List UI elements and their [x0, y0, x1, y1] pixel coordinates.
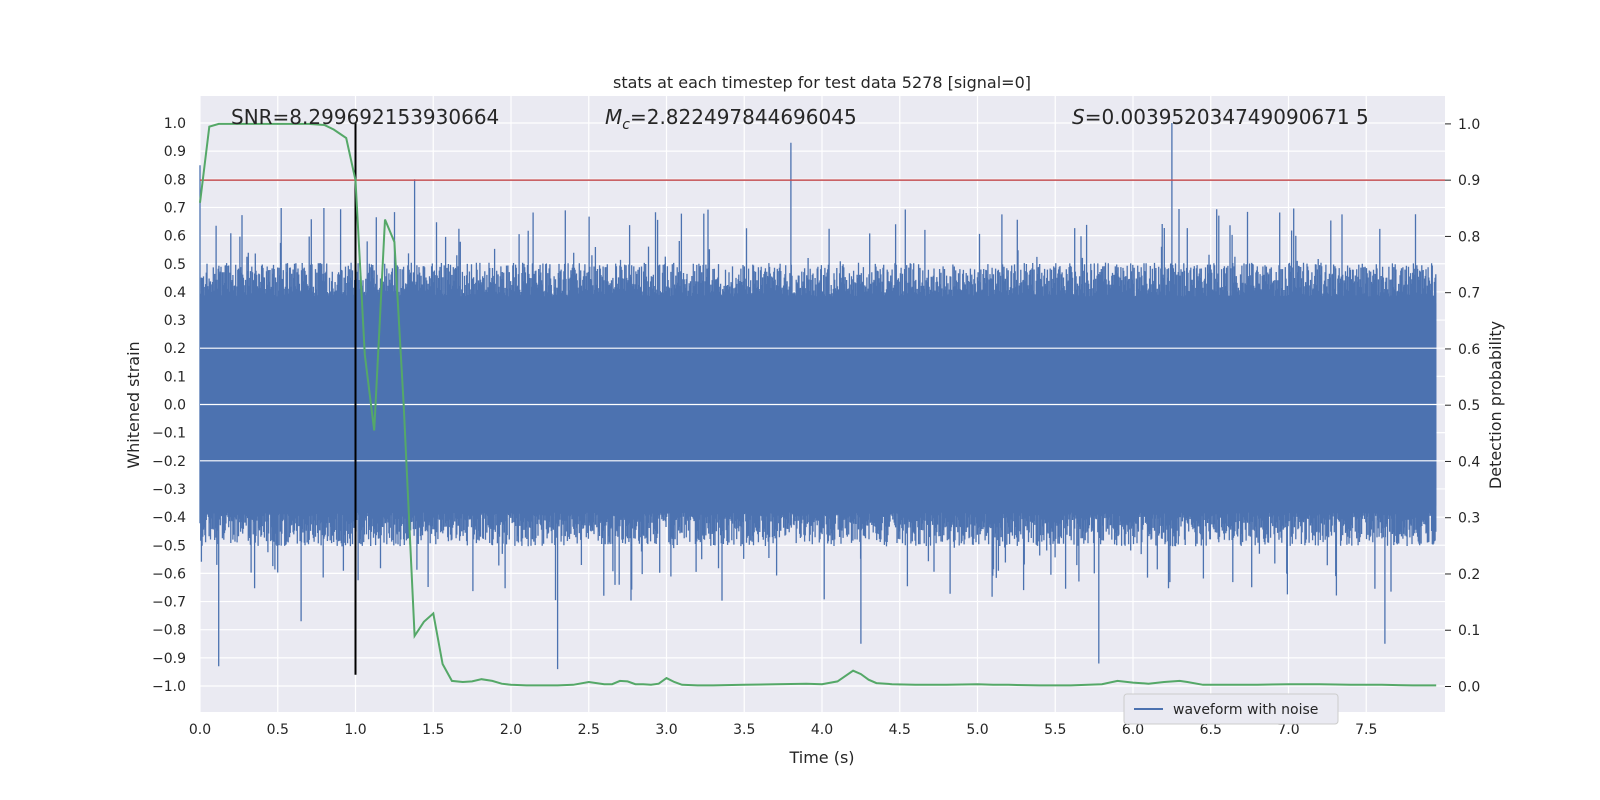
y-tick-label: −0.3	[152, 482, 186, 498]
x-tick-label: 3.5	[733, 722, 755, 738]
y2-tick-label: 1.0	[1458, 117, 1480, 133]
legend: waveform with noise	[1123, 693, 1339, 725]
s-annotation: S=0.003952034749090671 5	[1072, 105, 1369, 129]
y2-tick-labels: 1.0 0.9 0.8 0.7 0.6 0.5 0.4 0.3 0.2 0.1 0.0	[1445, 117, 1480, 696]
x-tick-label: 2.5	[578, 722, 600, 738]
y-tick-label: 0.5	[164, 257, 186, 273]
x-tick-label: 6.5	[1200, 722, 1222, 738]
y-tick-label: 1.0	[164, 116, 186, 132]
y2-tick-label: 0.9	[1458, 173, 1480, 189]
x-tick-label: 7.0	[1277, 722, 1299, 738]
legend-box	[1123, 693, 1339, 725]
y-tick-label: −0.1	[152, 426, 186, 442]
x-tick-label: 7.5	[1355, 722, 1377, 738]
y2-tick-label: 0.7	[1458, 286, 1480, 302]
x-tick-label: 6.0	[1122, 722, 1144, 738]
y-tick-label: −0.6	[152, 566, 186, 582]
y2-tick-label: 0.3	[1458, 511, 1480, 527]
y2-tick-label: 0.2	[1458, 567, 1480, 583]
y-tick-label: 0.7	[164, 200, 186, 216]
y-tick-label: 0.4	[164, 285, 186, 301]
y2-tick-label: 0.6	[1458, 342, 1480, 358]
snr-annotation: SNR=8.299692153930664	[231, 105, 499, 129]
y2-tick-label: 0.4	[1458, 454, 1480, 470]
y2-tick-label: 0.8	[1458, 229, 1480, 245]
y-tick-label: 0.6	[164, 229, 186, 245]
x-tick-label: 1.0	[344, 722, 366, 738]
x-tick-label: 5.0	[966, 722, 988, 738]
chirp-mass-annotation: Mc=2.822497844696045	[605, 105, 857, 133]
y-tick-label: −0.8	[152, 623, 186, 639]
y-tick-label: 0.3	[164, 313, 186, 329]
y-tick-label: −0.7	[152, 595, 186, 611]
y-tick-label: −1.0	[152, 679, 186, 695]
x-tick-label: 5.5	[1044, 722, 1066, 738]
x-tick-label: 1.5	[422, 722, 444, 738]
y-tick-label: 0.2	[164, 341, 186, 357]
x-tick-label: 0.5	[267, 722, 289, 738]
y-axis-title: Whitened strain	[124, 341, 143, 468]
y2-tick-label: 0.5	[1458, 398, 1480, 414]
y2-tick-label: 0.0	[1458, 680, 1480, 696]
x-axis-title: Time (s)	[788, 748, 854, 767]
detection-probability-line	[199, 122, 1437, 687]
y-tick-label: −0.5	[152, 538, 186, 554]
x-tick-label: 4.0	[811, 722, 833, 738]
x-tick-label: 4.5	[889, 722, 911, 738]
y-tick-label: −0.4	[152, 510, 186, 526]
y-tick-label: 0.1	[164, 369, 186, 385]
x-tick-labels: 0.0 0.5 1.0 1.5 2.0 2.5 3.0 3.5 4.0 4.5 5.0 5.5 6.0 6…	[189, 722, 1378, 738]
x-tick-label: 2.0	[500, 722, 522, 738]
legend-label: waveform with noise	[1173, 702, 1318, 718]
y-tick-labels: 1.0 0.9 0.8 0.7 0.6 0.5 0.4 0.3 0.2 0.1 0.0 −0.1 −0.…	[152, 116, 186, 695]
x-tick-label: 3.0	[655, 722, 677, 738]
y-tick-label: −0.2	[152, 454, 186, 470]
x-tick-label: 0.0	[189, 722, 211, 738]
chart-title: stats at each timestep for test data 527…	[613, 73, 1031, 92]
y-tick-label: 0.8	[164, 172, 186, 188]
y2-tick-label: 0.1	[1458, 623, 1480, 639]
y2-axis-title: Detection probability	[1486, 321, 1505, 489]
y-tick-label: 0.9	[164, 144, 186, 160]
y-tick-label: −0.9	[152, 651, 186, 667]
y-tick-label: 0.0	[164, 398, 186, 414]
